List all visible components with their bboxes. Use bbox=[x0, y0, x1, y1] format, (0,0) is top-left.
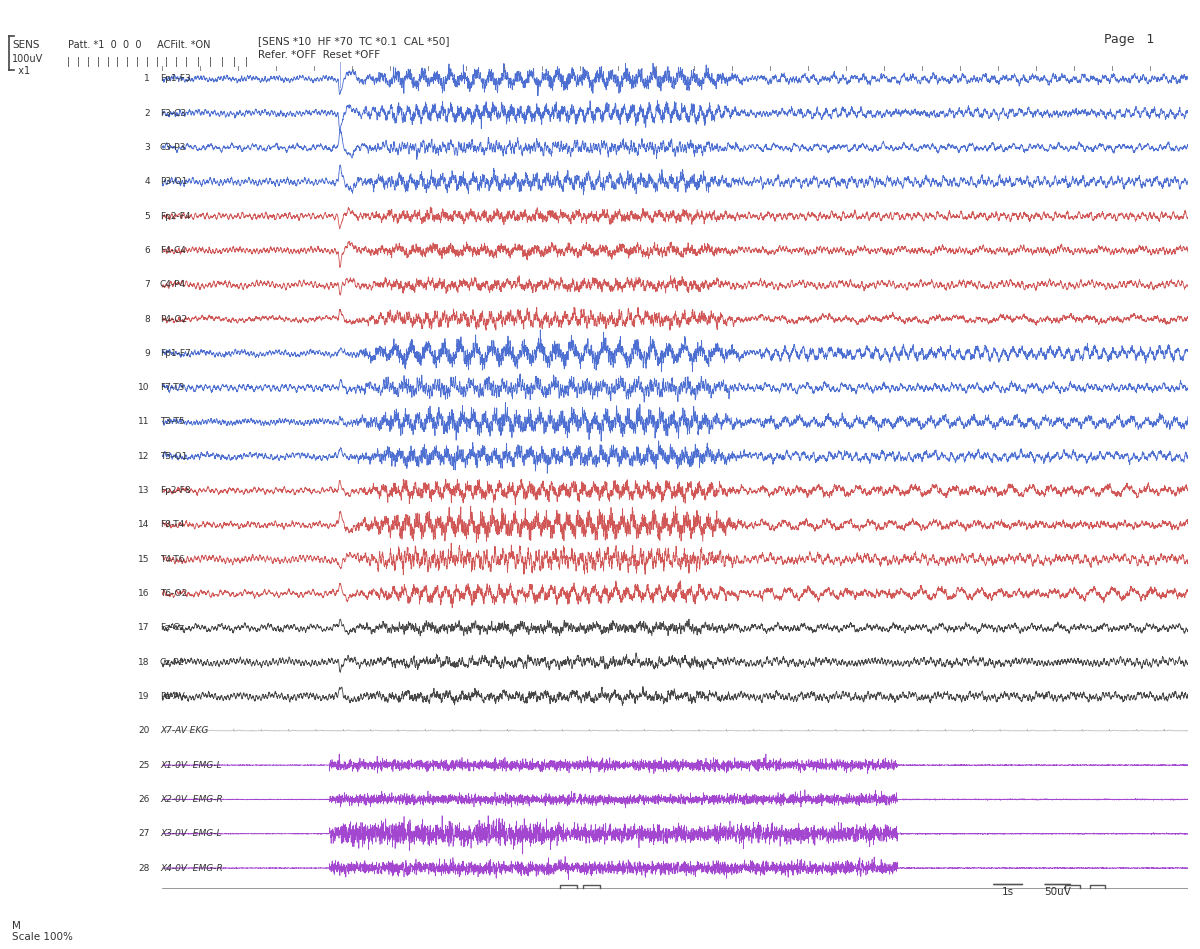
Text: 1s: 1s bbox=[1002, 886, 1014, 897]
Text: Fp1-F3: Fp1-F3 bbox=[160, 74, 191, 84]
Text: Pz-AV: Pz-AV bbox=[160, 692, 185, 701]
Text: C4-P4: C4-P4 bbox=[160, 280, 186, 289]
Text: 9: 9 bbox=[144, 349, 150, 358]
Text: C3-P3: C3-P3 bbox=[160, 143, 186, 152]
Text: 26: 26 bbox=[138, 795, 150, 804]
Text: 4: 4 bbox=[144, 177, 150, 186]
Text: 2: 2 bbox=[144, 108, 150, 118]
Text: [SENS *10  HF *70  TC *0.1  CAL *50]: [SENS *10 HF *70 TC *0.1 CAL *50] bbox=[258, 36, 450, 47]
Text: F8-T4: F8-T4 bbox=[160, 520, 184, 530]
Text: 100uV: 100uV bbox=[12, 54, 43, 65]
Text: Cz-Pz: Cz-Pz bbox=[160, 658, 185, 666]
Text: F4-C4: F4-C4 bbox=[160, 246, 186, 255]
Text: 3: 3 bbox=[144, 143, 150, 152]
Text: X3-0V  EMG-L: X3-0V EMG-L bbox=[160, 829, 222, 838]
Text: 20: 20 bbox=[138, 726, 150, 735]
Text: Fp2-F4: Fp2-F4 bbox=[160, 212, 191, 220]
Text: 1: 1 bbox=[144, 74, 150, 84]
Text: T6-O2: T6-O2 bbox=[160, 589, 187, 598]
Text: F7-T3: F7-T3 bbox=[160, 383, 185, 392]
Text: Page   1: Page 1 bbox=[1104, 33, 1154, 47]
Text: 25: 25 bbox=[138, 760, 150, 770]
Text: X7-AV EKG: X7-AV EKG bbox=[160, 726, 209, 735]
Text: 28: 28 bbox=[138, 864, 150, 872]
Text: 8: 8 bbox=[144, 314, 150, 324]
Text: Refer. *OFF  Reset *OFF: Refer. *OFF Reset *OFF bbox=[258, 50, 380, 61]
Text: 16: 16 bbox=[138, 589, 150, 598]
Text: F3-C3: F3-C3 bbox=[160, 108, 186, 118]
Text: 13: 13 bbox=[138, 486, 150, 495]
Text: X1-0V  EMG-L: X1-0V EMG-L bbox=[160, 760, 222, 770]
Text: 11: 11 bbox=[138, 418, 150, 426]
Text: SENS: SENS bbox=[12, 40, 40, 50]
Text: 15: 15 bbox=[138, 555, 150, 564]
Text: P4-O2: P4-O2 bbox=[160, 314, 187, 324]
Text: 6: 6 bbox=[144, 246, 150, 255]
Text: Patt. *1  0  0  0     ACFilt. *ON: Patt. *1 0 0 0 ACFilt. *ON bbox=[68, 40, 211, 50]
Text: Scale 100%: Scale 100% bbox=[12, 932, 73, 942]
Text: 12: 12 bbox=[138, 452, 150, 461]
Text: 19: 19 bbox=[138, 692, 150, 701]
Text: 7: 7 bbox=[144, 280, 150, 289]
Text: 27: 27 bbox=[138, 829, 150, 838]
Text: 18: 18 bbox=[138, 658, 150, 666]
Text: X2-0V  EMG-R: X2-0V EMG-R bbox=[160, 795, 223, 804]
Text: T3-T5: T3-T5 bbox=[160, 418, 185, 426]
Text: 10: 10 bbox=[138, 383, 150, 392]
Text: x1: x1 bbox=[12, 66, 30, 77]
Text: M: M bbox=[12, 921, 20, 931]
Text: 5: 5 bbox=[144, 212, 150, 220]
Text: Fp1-F7: Fp1-F7 bbox=[160, 349, 191, 358]
Text: Fp2-F8: Fp2-F8 bbox=[160, 486, 191, 495]
Text: T4-T6: T4-T6 bbox=[160, 555, 185, 564]
Text: X4-0V  EMG-R: X4-0V EMG-R bbox=[160, 864, 223, 872]
Text: T5-O1: T5-O1 bbox=[160, 452, 187, 461]
Text: 14: 14 bbox=[138, 520, 150, 530]
Text: P3-O1: P3-O1 bbox=[160, 177, 187, 186]
Text: 17: 17 bbox=[138, 623, 150, 632]
Text: 50uV: 50uV bbox=[1044, 886, 1072, 897]
Text: Fz-Cz: Fz-Cz bbox=[160, 623, 184, 632]
